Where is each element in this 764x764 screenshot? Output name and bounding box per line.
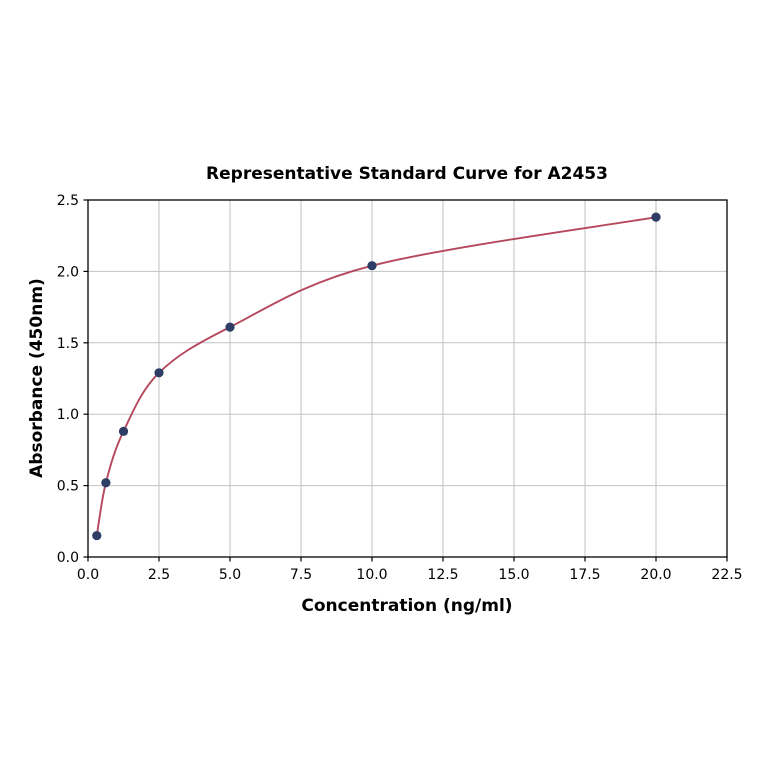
x-tick-label: 12.5 [427,567,458,583]
data-point [101,478,111,488]
y-tick-label: 2.0 [57,264,79,280]
x-tick-label: 17.5 [569,567,600,583]
x-tick-label: 15.0 [498,567,529,583]
chart-title: Representative Standard Curve for A2453 [206,164,608,184]
x-tick-label: 20.0 [640,567,671,583]
y-tick-label: 0.0 [57,550,79,566]
x-tick-label: 7.5 [290,567,312,583]
data-point [367,261,377,271]
standard-curve-line [95,216,657,536]
x-tick-label: 5.0 [219,567,241,583]
y-tick-label: 1.0 [57,407,79,423]
x-tick-label: 2.5 [148,567,170,583]
tick-marks [83,199,728,562]
y-tick-labels: 0.0 0.5 1.0 1.5 2.0 2.5 [57,193,79,566]
data-point [225,322,235,332]
y-tick-label: 1.5 [57,336,79,352]
data-point [118,426,129,436]
data-point [92,530,102,541]
y-tick-label: 2.5 [57,193,79,209]
x-tick-label: 0.0 [77,567,99,583]
plot-area [88,200,727,557]
data-point [154,368,164,378]
y-tick-label: 0.5 [57,479,79,495]
plot-border [87,199,728,558]
x-tick-label: 22.5 [711,567,742,583]
data-point [651,212,661,222]
x-tick-label: 10.0 [356,567,387,583]
x-axis-label: Concentration (ng/ml) [301,596,512,616]
data-points [92,212,661,541]
x-tick-labels: 0.0 2.5 5.0 7.5 10.0 12.5 15.0 17.5 20.0 22.5 [77,567,743,583]
y-axis-label: Absorbance (450nm) [27,278,47,478]
